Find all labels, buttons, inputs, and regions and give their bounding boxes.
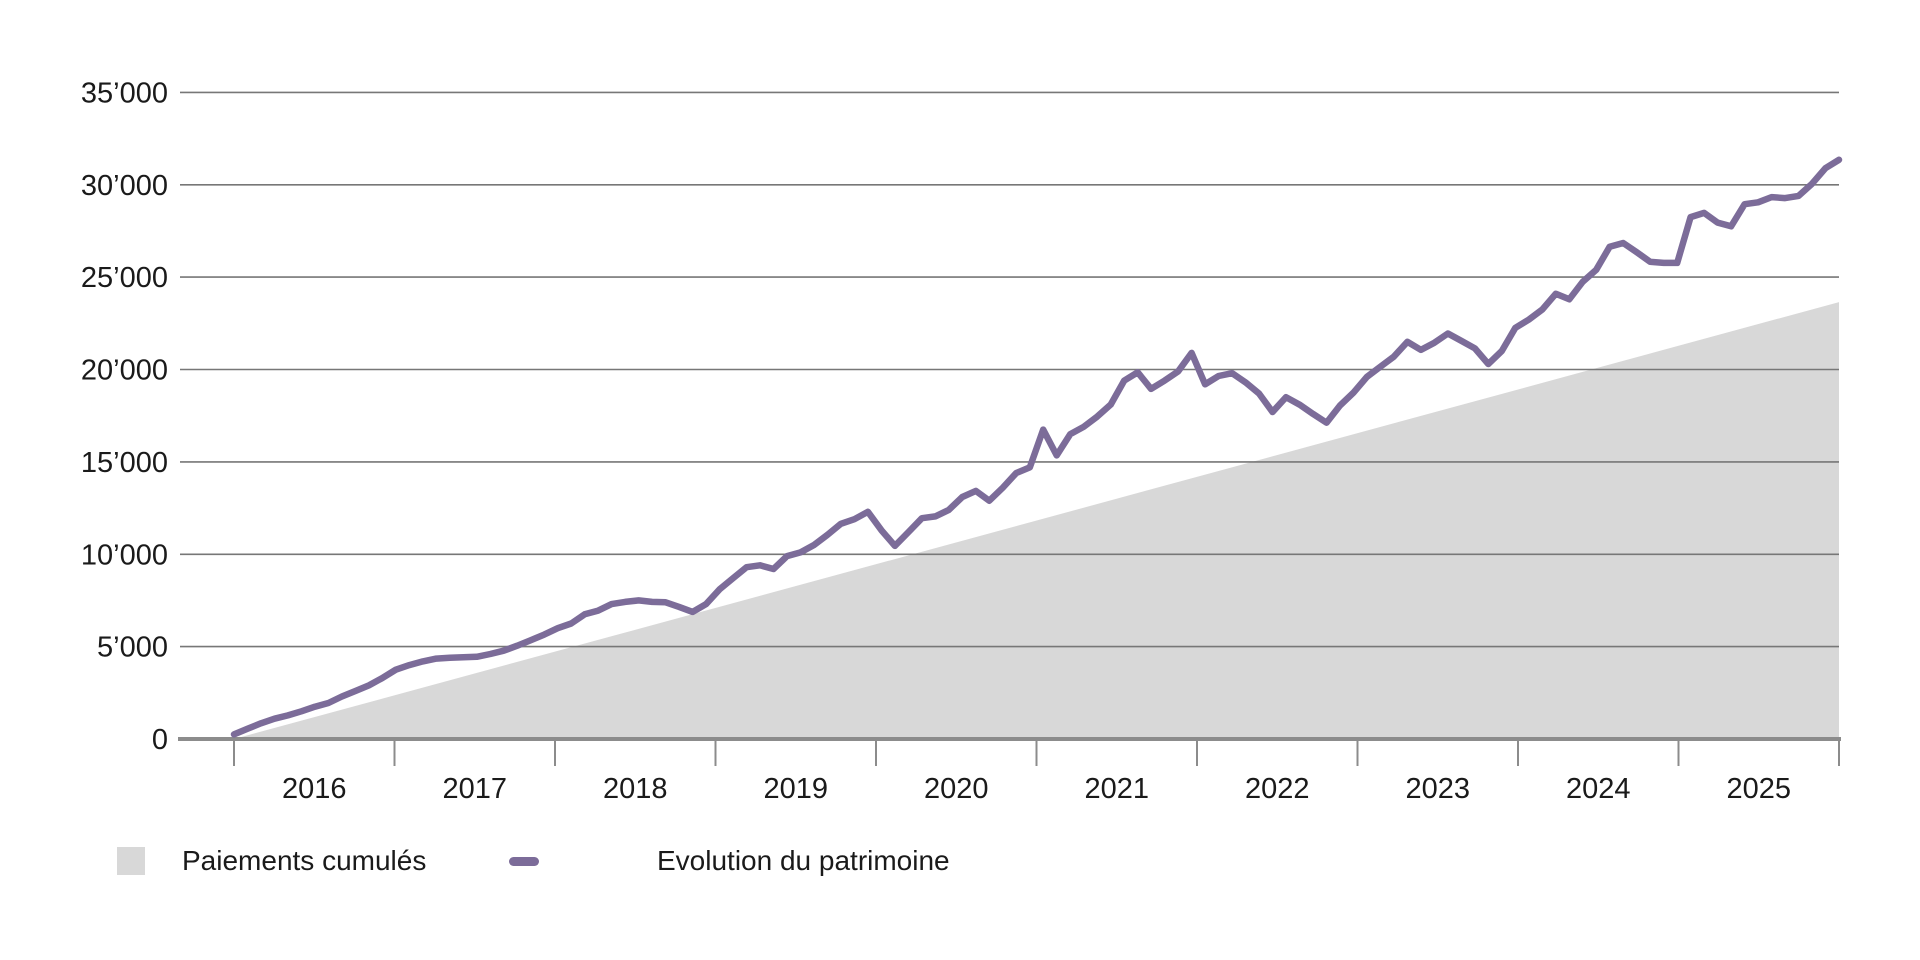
x-tick-label: 2020 (924, 773, 989, 805)
x-tick-label: 2025 (1727, 773, 1792, 805)
y-tick-label: 20’000 (81, 355, 168, 387)
payments-area (234, 302, 1839, 739)
y-tick-label: 25’000 (81, 262, 168, 294)
wealth-line (230, 156, 1843, 738)
x-tick-label: 2017 (443, 773, 508, 805)
x-tick-label: 2022 (1245, 773, 1310, 805)
y-tick-label: 5’000 (97, 632, 168, 664)
y-tick-label: 10’000 (81, 539, 168, 571)
x-tick-label: 2016 (282, 773, 347, 805)
x-tick-label: 2018 (603, 773, 668, 805)
x-tick-label: 2019 (764, 773, 829, 805)
x-tick-label: 2024 (1566, 773, 1631, 805)
x-tick-label: 2021 (1085, 773, 1150, 805)
y-tick-label: 35’000 (81, 77, 168, 109)
y-tick-label: 30’000 (81, 170, 168, 202)
x-tick-label: 2023 (1406, 773, 1471, 805)
y-tick-label: 15’000 (81, 447, 168, 479)
y-tick-label: 0 (152, 724, 168, 756)
